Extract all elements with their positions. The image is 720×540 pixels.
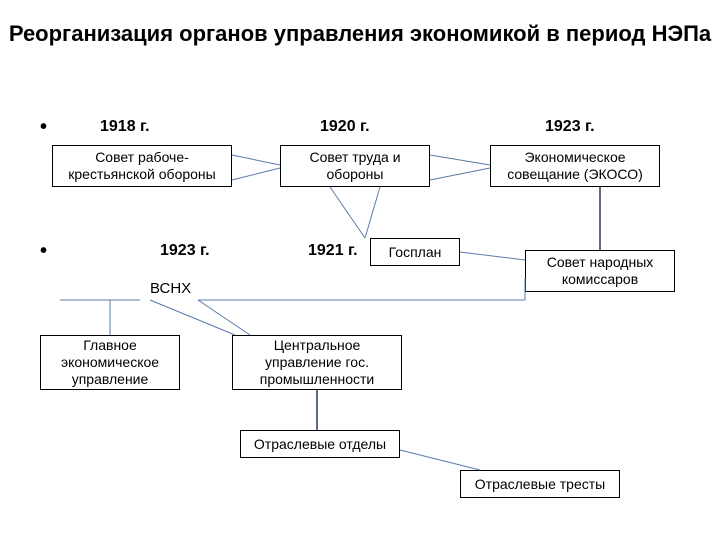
year-1920: 1920 г.: [320, 118, 370, 136]
box-sovet-oborony-1918: Совет рабоче-крестьянской обороны: [52, 145, 232, 187]
year-1921: 1921 г.: [308, 242, 358, 260]
box-otdely: Отраслевые отделы: [240, 430, 400, 458]
box-tresty: Отраслевые тресты: [460, 470, 620, 498]
box-gosplan: Госплан: [370, 238, 460, 266]
year-1923-top: 1923 г.: [545, 118, 595, 136]
label-vsnh: ВСНХ: [150, 280, 191, 297]
bullet-1: •: [40, 116, 47, 139]
box-central: Центральное управление гос. промышленнос…: [232, 335, 402, 390]
box-ekoso-1923: Экономическое совещание (ЭКОСО): [490, 145, 660, 187]
box-sovnarkom: Совет народных комиссаров: [525, 250, 675, 292]
box-sovet-truda-1920: Совет труда и обороны: [280, 145, 430, 187]
year-1918: 1918 г.: [100, 118, 150, 136]
bullet-2: •: [40, 240, 47, 263]
box-glaveco: Главное экономическое управление: [40, 335, 180, 390]
diagram-title: Реорганизация органов управления экономи…: [0, 20, 720, 48]
year-1923-middle: 1923 г.: [160, 242, 210, 260]
